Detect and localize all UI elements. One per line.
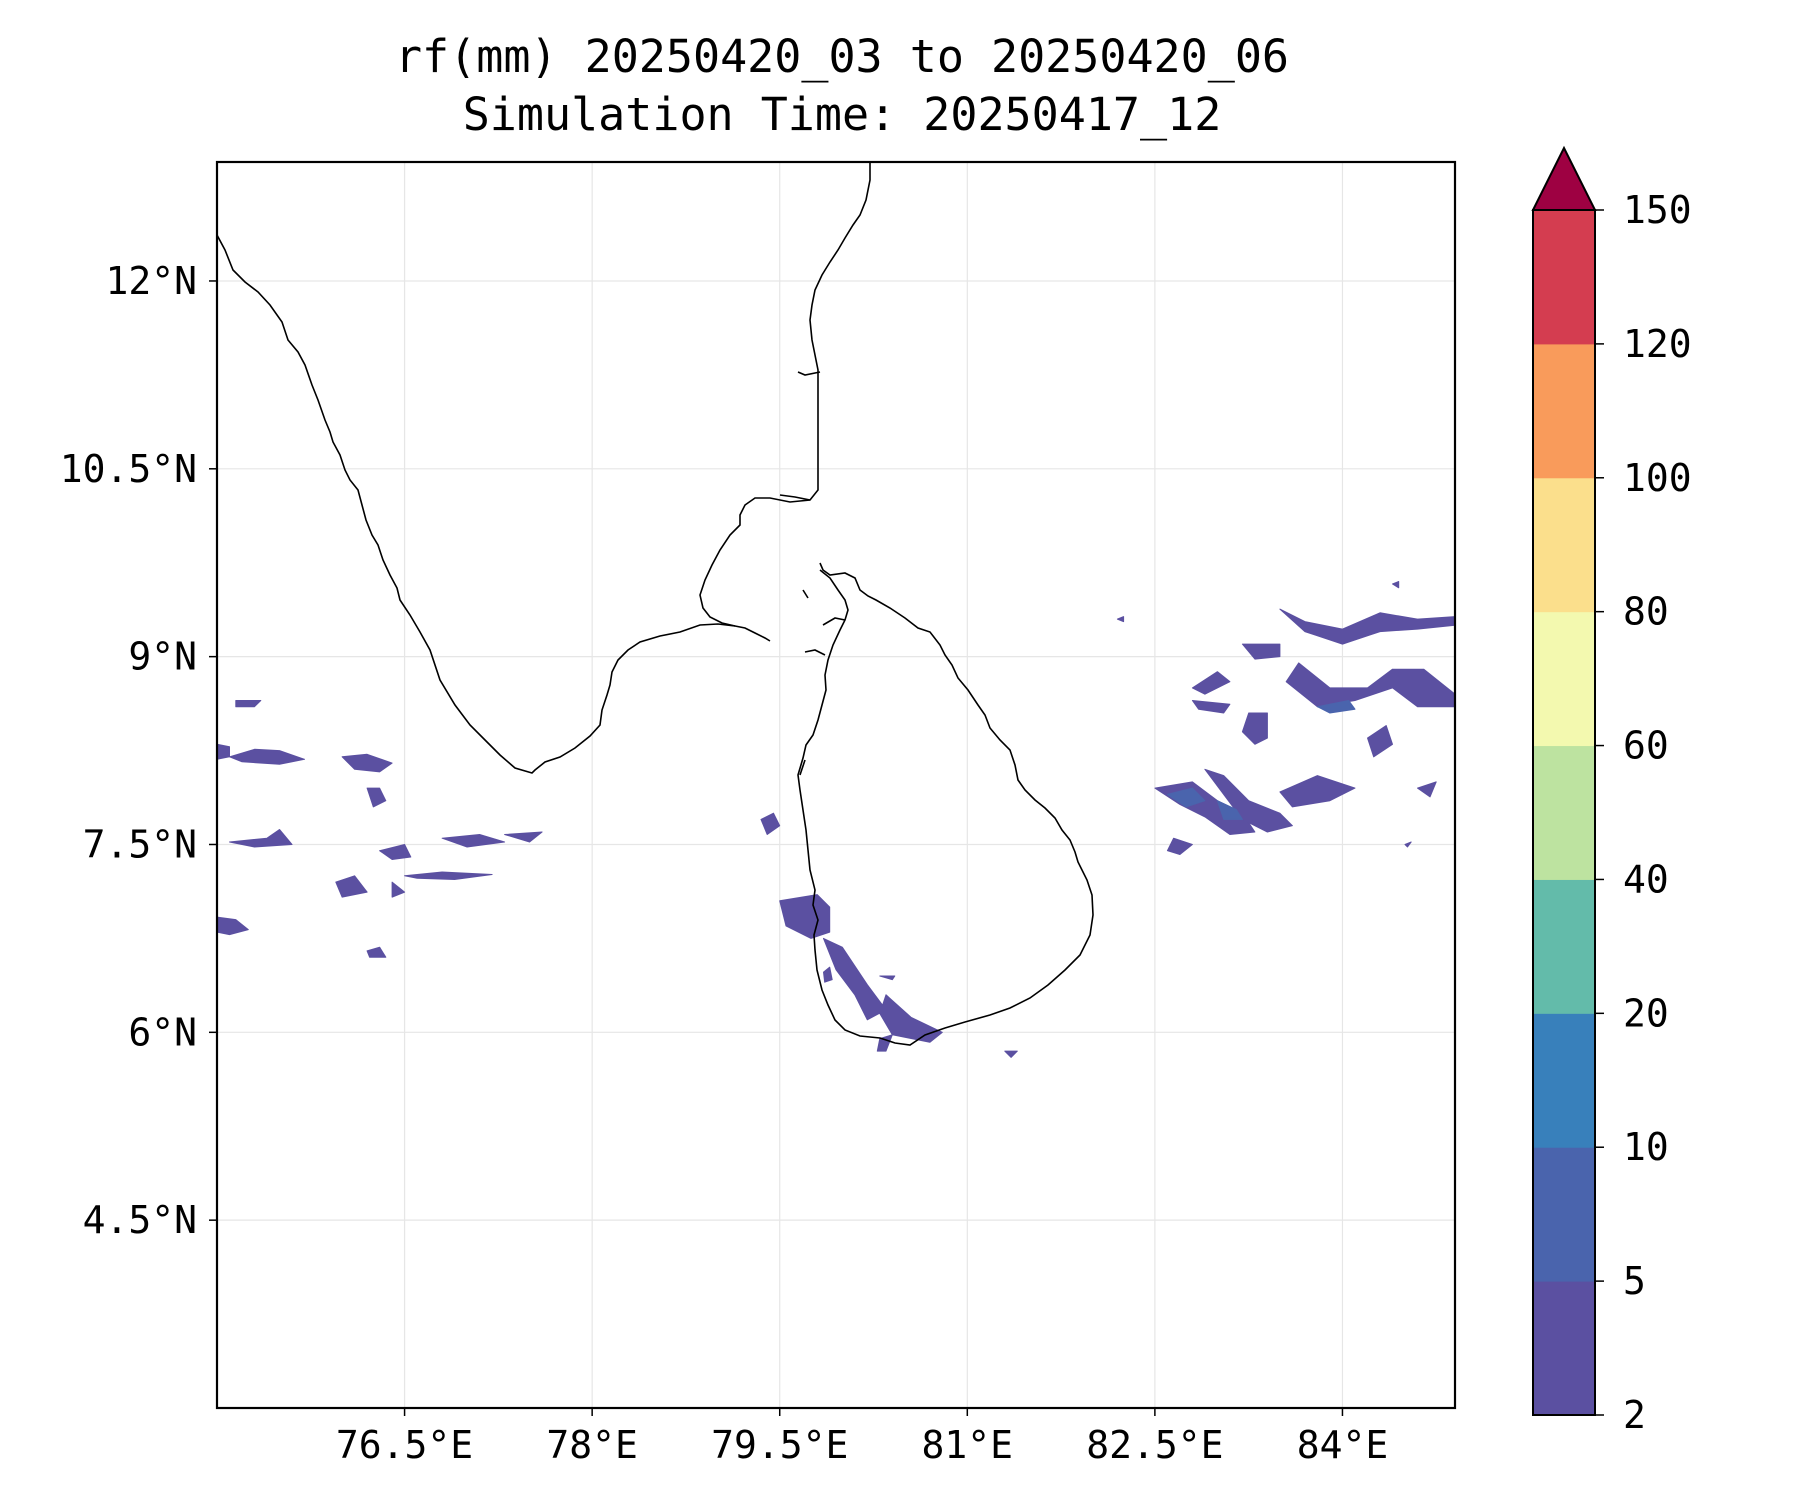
rameswaram-coast <box>779 494 811 501</box>
rain-cell-level-0 <box>229 748 305 765</box>
colorbar-segment <box>1533 745 1595 880</box>
colorbar-tick-label: 100 <box>1623 456 1692 500</box>
india-east-coastline <box>699 162 871 627</box>
rain-cell-level-0 <box>1367 725 1393 758</box>
colorbar-segment <box>1533 879 1595 1014</box>
rain-cell-level-0 <box>441 834 506 848</box>
colorbar-segment <box>1533 611 1595 747</box>
rain-cell-level-0 <box>1191 671 1231 695</box>
mannar-island <box>804 649 826 656</box>
small-islet <box>802 589 809 599</box>
jaffna-lagoon <box>822 617 846 626</box>
map-background <box>217 162 1455 1408</box>
rain-cell-level-0 <box>217 916 249 936</box>
lon-tick-label: 79.5°E <box>711 1423 848 1467</box>
colorbar-segment <box>1533 477 1595 613</box>
palk-coast-small <box>797 371 821 376</box>
map-frame <box>215 160 1457 1410</box>
colorbar-tick-label: 120 <box>1623 322 1692 366</box>
colorbar-tick-label: 2 <box>1623 1393 1646 1437</box>
rain-cell-level-0 <box>366 946 387 958</box>
colorbar-segment <box>1533 1281 1595 1416</box>
rain-cell-level-0 <box>1404 841 1412 848</box>
rain-cell-level-0 <box>1166 837 1193 855</box>
india-west-coastline <box>217 234 771 774</box>
rain-cell-level-0 <box>366 787 387 808</box>
colorbar-tick-label: 150 <box>1623 188 1692 232</box>
lon-tick-label: 82.5°E <box>1086 1423 1223 1467</box>
sri-lanka-coastline <box>797 562 1094 1046</box>
colorbar-tick-label: 10 <box>1623 1125 1669 1169</box>
colorbar-segment <box>1533 210 1595 345</box>
rain-cell-level-0 <box>235 700 262 708</box>
rain-cell-level-1 <box>1166 787 1206 808</box>
coastline <box>217 162 1094 1046</box>
rain-cell-level-0 <box>1285 662 1455 708</box>
rain-cell-level-0 <box>379 844 412 860</box>
colorbar-segment <box>1533 1013 1595 1148</box>
rain-cell-level-0 <box>229 829 293 848</box>
lat-tick-label: 12°N <box>105 259 197 303</box>
rain-cell-level-0 <box>760 812 781 835</box>
rain-cell-level-0 <box>1116 616 1125 623</box>
lat-tick-label: 10.5°N <box>60 447 197 491</box>
map-title-line1: rf(mm) 20250420_03 to 20250420_06 <box>395 30 1289 83</box>
colorbar-tick-label: 5 <box>1623 1259 1646 1303</box>
colorbar-segment <box>1533 343 1595 479</box>
rain-cell-level-0 <box>1392 581 1400 589</box>
rain-cell-level-1 <box>1316 700 1356 714</box>
lon-tick-label: 84°E <box>1297 1423 1389 1467</box>
colorbar-tick-label: 60 <box>1623 724 1669 768</box>
latitude-ticks: 4.5°N 6°N 7.5°N 9°N 10.5°N 12°N <box>60 259 217 1242</box>
lon-tick-label: 76.5°E <box>336 1423 473 1467</box>
rain-cell-level-0 <box>404 871 493 880</box>
rain-cell-level-0 <box>1279 608 1455 645</box>
rain-cell-level-0 <box>341 753 393 773</box>
colorbar-tick-label: 20 <box>1623 991 1669 1035</box>
lon-tick-label: 81°E <box>922 1423 1014 1467</box>
colorbar-extend-arrow <box>1531 145 1597 211</box>
colorbar-tick-label: 40 <box>1623 857 1669 901</box>
lat-tick-label: 6°N <box>128 1010 197 1054</box>
lat-tick-label: 4.5°N <box>83 1198 197 1242</box>
sri-lanka-lagoon <box>799 759 806 776</box>
rain-cell-level-0 <box>504 831 543 843</box>
rain-cell-level-0 <box>217 743 230 760</box>
rain-cell-level-0 <box>1004 1050 1018 1058</box>
rainfall-contours <box>217 581 1455 1058</box>
lat-tick-label: 9°N <box>128 635 197 679</box>
rain-cell-level-0 <box>823 937 887 1021</box>
colorbar: 2 5 10 20 40 60 80 100 120 150 <box>1531 145 1692 1437</box>
rain-cell-level-0 <box>1417 781 1437 798</box>
map-panel: 76.5°E 78°E 79.5°E 81°E 82.5°E 84°E 4.5°N 6°N 7… <box>60 160 1457 1467</box>
rain-cell-level-0 <box>1241 643 1281 660</box>
rain-cell-level-0 <box>335 875 368 898</box>
rain-cell-level-0 <box>779 894 831 939</box>
rain-cell-level-0 <box>879 975 896 981</box>
rain-cell-level-0 <box>1204 768 1293 833</box>
rain-cell-level-1 <box>1216 800 1243 820</box>
lat-tick-label: 7.5°N <box>83 822 197 866</box>
lon-tick-label: 78°E <box>546 1423 638 1467</box>
colorbar-tick-label: 80 <box>1623 590 1669 634</box>
colorbar-frame <box>1532 209 1596 1416</box>
rain-cell-level-0 <box>1241 712 1268 745</box>
map-title-line2: Simulation Time: 20250417_12 <box>463 88 1222 141</box>
rain-cell-level-0 <box>879 994 943 1043</box>
rain-cell-level-0 <box>391 881 406 898</box>
longitude-ticks: 76.5°E 78°E 79.5°E 81°E 82.5°E 84°E <box>336 1408 1388 1467</box>
rain-cell-level-0 <box>823 966 833 983</box>
colorbar-segment <box>1533 1147 1595 1282</box>
rain-cell-level-0 <box>1279 775 1356 808</box>
rain-cell-level-0 <box>1191 700 1231 714</box>
